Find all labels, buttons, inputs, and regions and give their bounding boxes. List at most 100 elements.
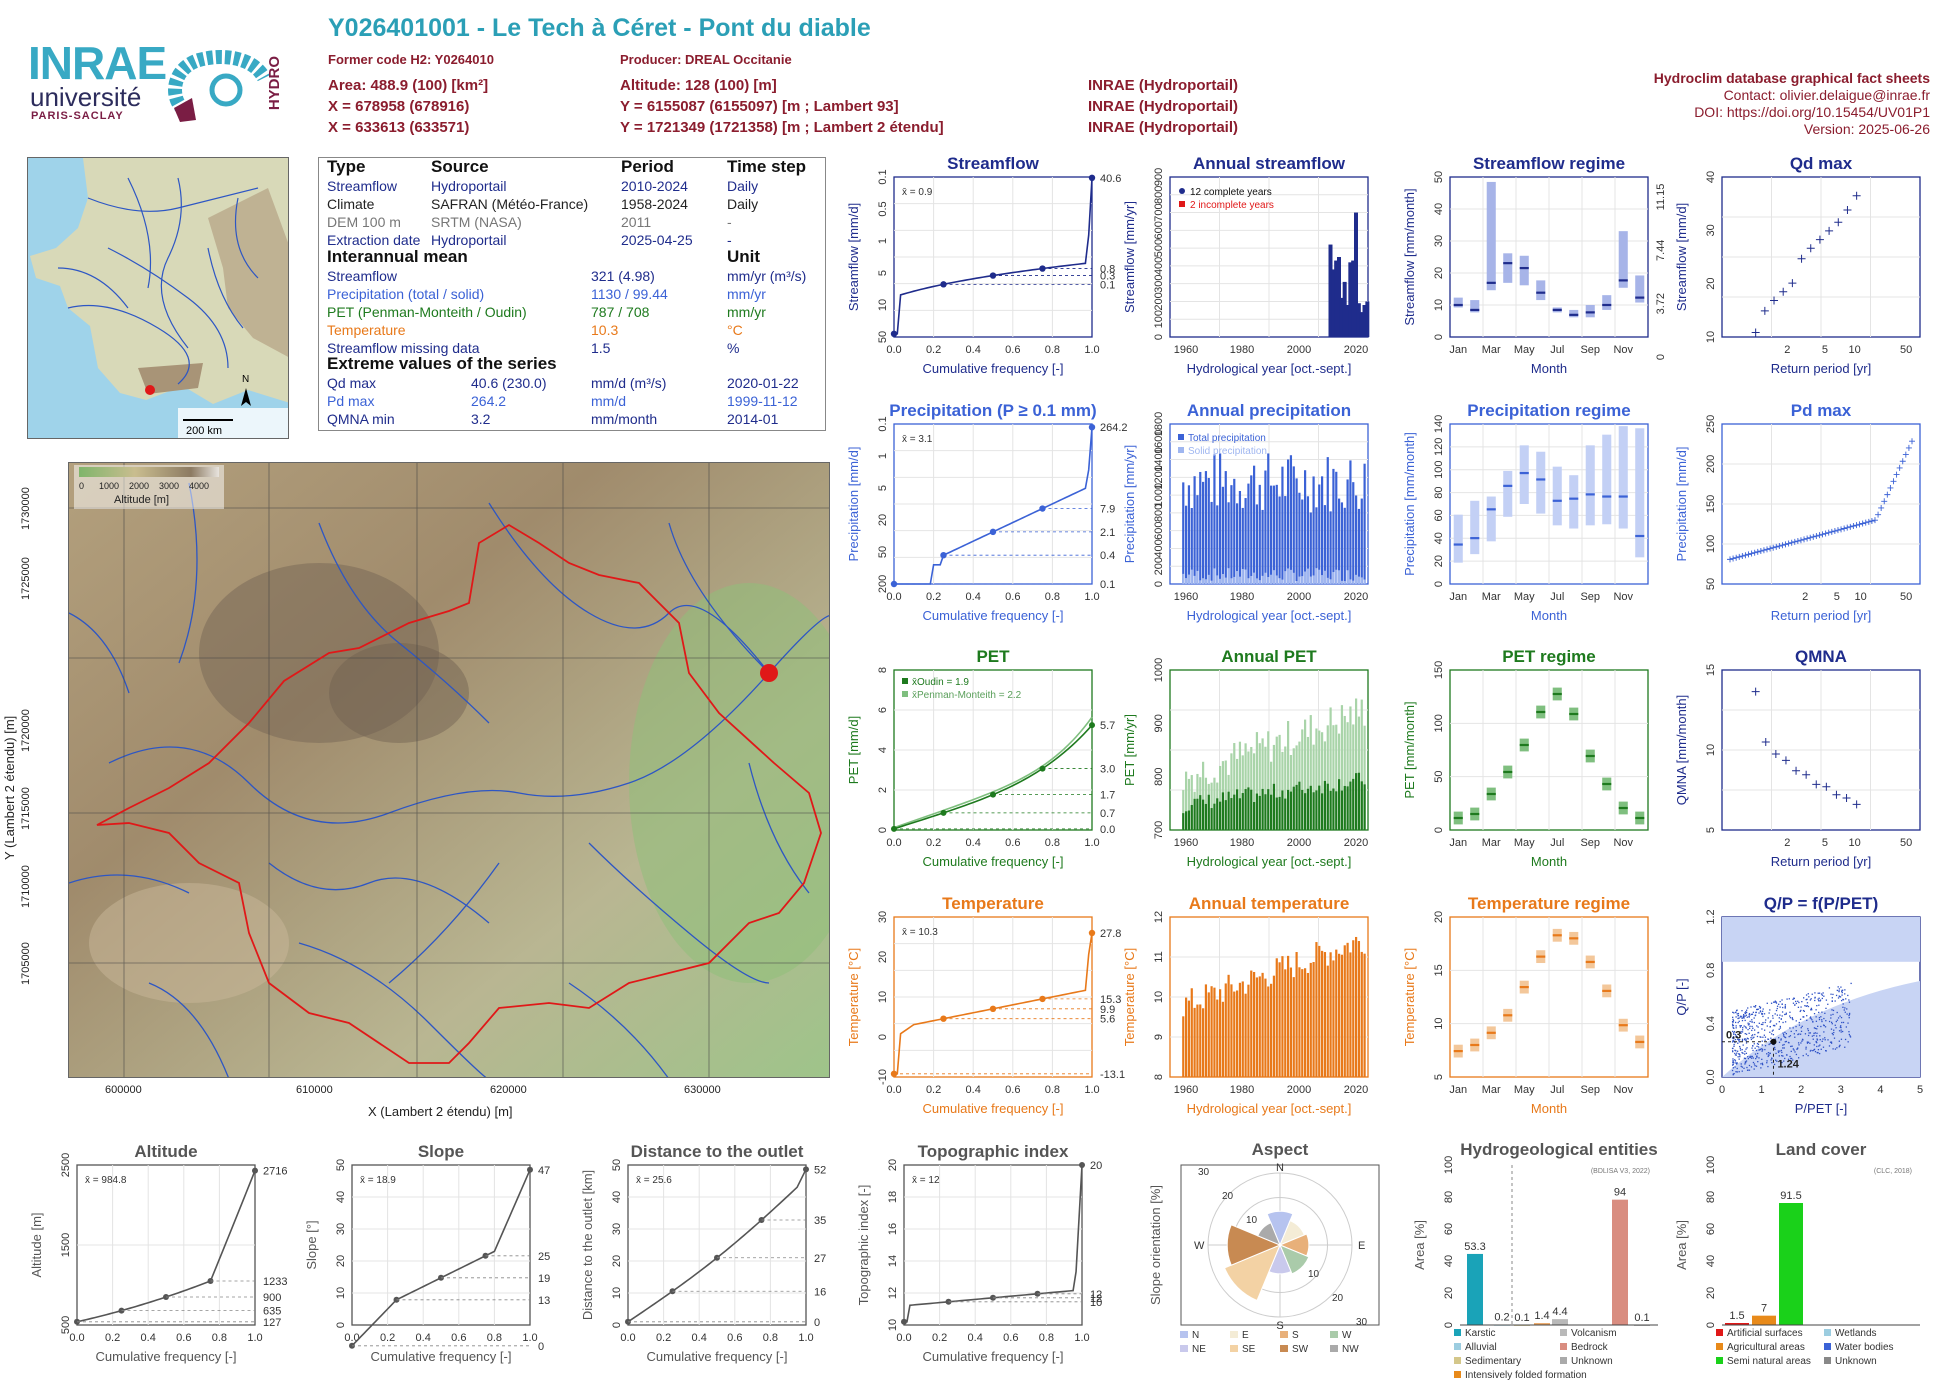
y-tick-label: 1 [877,238,889,244]
regime-box [1503,470,1513,517]
x-tick-label: 2000 [1287,591,1311,603]
data-point [1809,1017,1811,1019]
y-tick-label: 300 [1153,274,1165,292]
bar [1343,507,1346,584]
data-point [1792,998,1794,1000]
doi-link[interactable]: DOI: https://doi.org/10.15454/UV01P1 [1694,104,1930,120]
chart-title: Precipitation regime [1467,401,1630,420]
inrae-logo: INRAE [28,37,167,89]
data-point [1758,1022,1760,1024]
y-axis-label: Topographic index [-] [856,1185,871,1306]
y-axis-label: Streamflow [mm/d] [846,203,861,311]
x-tick-label: 0.4 [966,344,981,356]
right-tick-label: 15.3 [1100,994,1121,1006]
x-tick-label: 0.6 [1005,591,1020,603]
bar [1187,810,1191,830]
page-title: Y026401001 - Le Tech à Céret - Pont du d… [328,14,871,42]
x-tick-label: 0.0 [896,1332,911,1344]
y-tick-label: 20 [1705,1287,1717,1299]
bar [1306,788,1310,830]
data-point [1832,1009,1835,1012]
solid-bar [1210,580,1213,584]
data-point [1744,1015,1746,1017]
legend-marker [1454,1343,1461,1350]
data-point [1772,1034,1775,1036]
bar [1329,511,1332,584]
data-point [1734,1038,1737,1041]
bar [1335,724,1338,830]
solid-bar [1224,577,1227,584]
data-point [1741,1038,1744,1040]
y-tick-label: 1500 [60,1233,72,1257]
data-point [1764,1048,1766,1051]
data-point [1735,1027,1737,1029]
data-point [1737,1038,1739,1041]
x-tick-label: 1960 [1174,344,1198,356]
bar [1202,799,1205,830]
bar [1342,281,1347,337]
data-point [1764,546,1771,553]
radial-tick-label: 20 [1332,1293,1344,1304]
solid-bar [1295,581,1298,584]
contact[interactable]: Contact: olivier.delaigue@inrae.fr [1723,87,1930,103]
x-tick-label: 0.0 [886,837,901,849]
legend-marker [1824,1329,1831,1336]
x-tick-label: 0.4 [968,1332,983,1344]
x-tick-label: 2020 [1344,591,1368,603]
data-point [1871,517,1878,524]
data-point [1834,218,1843,227]
bar [1332,788,1335,830]
data-point [1788,539,1795,546]
bar [1304,719,1307,830]
solid-bar [1292,572,1295,584]
month-label: Jul [1550,344,1564,356]
x-tick-label: 1.0 [1084,591,1099,603]
data-point [1732,1067,1735,1069]
bar [1335,949,1338,1077]
data-point [1775,1002,1778,1004]
data-point [1738,1038,1740,1041]
data-point [1852,800,1861,809]
bar [1309,512,1312,584]
mean-unit: % [727,340,740,356]
mean-label: x̄ = 0.9 [902,187,933,198]
right-tick-label: 3.0 [1100,764,1115,776]
data-point [1840,1025,1842,1027]
bar [1363,784,1366,830]
bar [1332,725,1335,830]
y-tick-label: 900 [1153,168,1165,186]
data-point [1745,1033,1748,1035]
y-tick-label: 0.5 [877,201,889,216]
data-point [1742,1044,1744,1046]
right-tick-label: 0 [538,1341,544,1353]
data-point [1840,999,1843,1002]
solid-bar [1355,574,1358,584]
info-header-period: Period [621,157,674,176]
month-label: May [1514,837,1535,849]
bar [1230,798,1233,830]
mean-unit: mm/yr [727,286,766,302]
data-point [1738,1041,1741,1043]
x-tick-label: 0.6 [176,1332,191,1344]
y-tick-label: 5 [1705,827,1717,833]
regime-box [1635,428,1645,558]
solid-bar [1255,578,1259,584]
solid-bar [1202,578,1205,584]
x-axis-label: P/PET [-] [1795,1101,1848,1116]
right-tick-label: 1233 [263,1276,287,1288]
data-point [1731,1041,1734,1043]
row-type: Extraction date [327,232,421,248]
data-point [1738,1053,1740,1055]
y-tick-label: 150 [1705,495,1717,513]
bar [1193,1007,1196,1077]
data-point [1830,1014,1832,1016]
bar [1318,484,1321,584]
bar [1306,496,1310,584]
data-point [1815,1040,1817,1043]
x-tick-label: 2020 [1344,837,1368,849]
month-label: Nov [1613,837,1633,849]
data-point [1744,1012,1746,1014]
bar [1202,761,1205,830]
data-point [1751,1034,1754,1036]
data-point [1798,1021,1800,1024]
